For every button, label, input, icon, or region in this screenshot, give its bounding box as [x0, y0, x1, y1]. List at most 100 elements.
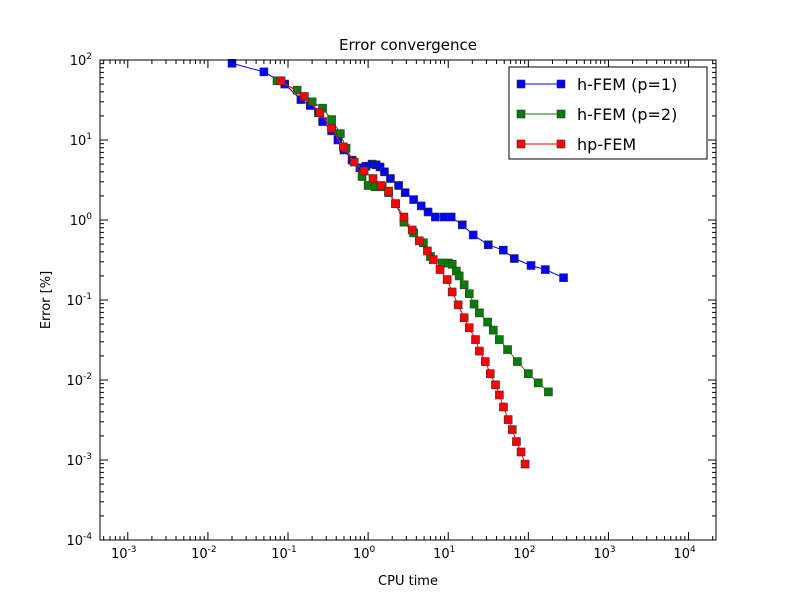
data-point: [458, 220, 467, 230]
data-point: [544, 387, 553, 397]
data-point: [475, 346, 484, 356]
data-point: [453, 300, 463, 310]
series-line: [280, 80, 526, 465]
legend: h-FEM (p=1) h-FEM (p=2) hp-FEM: [508, 66, 708, 160]
data-point: [442, 275, 452, 284]
data-point: [400, 188, 410, 197]
data-point: [516, 447, 526, 457]
data-point: [447, 287, 457, 297]
data-point: [524, 369, 533, 378]
data-point: [423, 207, 433, 217]
data-point: [336, 129, 345, 138]
data-point: [507, 425, 517, 434]
data-point: [459, 313, 469, 323]
x-tick-label: 102: [513, 545, 535, 562]
data-point: [464, 323, 474, 333]
data-point: [227, 58, 237, 68]
data-point: [495, 390, 504, 400]
data-point: [520, 459, 530, 469]
data-point: [414, 236, 424, 246]
y-tick-label: 100: [70, 212, 93, 229]
data-point: [483, 317, 492, 327]
legend-label: h-FEM (p=2): [577, 105, 677, 124]
data-point: [488, 325, 498, 335]
data-point: [399, 212, 409, 222]
legend-marker: [556, 139, 566, 149]
data-point: [485, 369, 495, 378]
data-point: [386, 174, 395, 183]
data-point: [384, 186, 393, 196]
data-point: [469, 299, 479, 309]
data-point: [446, 212, 456, 222]
legend-marker: [516, 109, 526, 119]
data-point: [471, 335, 480, 344]
legend-marker: [516, 79, 526, 89]
data-point: [368, 174, 378, 183]
data-point: [394, 181, 403, 190]
y-tick-label: 10-3: [66, 452, 92, 469]
data-point: [559, 273, 568, 282]
data-point: [435, 265, 445, 274]
legend-label: hp-FEM: [577, 135, 636, 154]
y-tick-label: 101: [70, 132, 92, 149]
data-point: [533, 378, 543, 388]
data-point: [491, 380, 500, 390]
x-tick-label: 100: [353, 545, 376, 562]
data-point: [380, 167, 389, 177]
data-point: [259, 67, 269, 77]
data-point: [475, 308, 484, 318]
data-point: [510, 254, 519, 263]
data-point: [503, 415, 513, 424]
y-tick-label: 10-2: [66, 372, 92, 389]
data-point: [431, 212, 440, 222]
series-2: [276, 76, 530, 469]
data-point: [526, 261, 536, 270]
data-point: [495, 335, 504, 344]
x-tick-label: 10-3: [111, 545, 137, 562]
data-point: [459, 280, 469, 290]
data-point: [499, 402, 508, 412]
data-point: [307, 97, 317, 107]
chart-title: Error convergence: [339, 36, 477, 54]
data-point: [499, 245, 508, 255]
data-point: [468, 230, 478, 240]
data-point: [416, 201, 426, 211]
data-point: [338, 142, 348, 152]
data-point: [513, 357, 522, 366]
data-point: [391, 199, 400, 208]
legend-marker: [556, 109, 566, 119]
data-point: [276, 76, 286, 86]
y-tick-label: 10-1: [66, 292, 92, 309]
y-tick-label: 10-4: [66, 532, 92, 549]
legend-label: h-FEM (p=1): [577, 75, 677, 94]
data-point: [512, 437, 521, 446]
data-point: [454, 271, 464, 281]
data-point: [327, 115, 336, 124]
data-point: [423, 246, 432, 256]
data-point: [483, 240, 493, 250]
data-point: [300, 92, 309, 101]
data-point: [376, 181, 386, 190]
data-point: [480, 357, 490, 366]
data-point: [318, 117, 327, 126]
data-point: [327, 124, 336, 133]
data-point: [375, 162, 385, 172]
y-axis-label: Error [%]: [39, 271, 54, 329]
x-tick-label: 101: [433, 545, 455, 562]
x-tick-label: 103: [593, 545, 615, 562]
x-axis-label: CPU time: [378, 574, 438, 589]
y-tick-label: 102: [70, 52, 92, 69]
data-point: [541, 265, 550, 274]
x-tick-label: 10-2: [191, 545, 217, 562]
data-point: [315, 108, 325, 117]
data-point: [503, 345, 512, 354]
x-tick-label: 104: [673, 545, 696, 562]
legend-marker: [556, 79, 566, 89]
data-point: [407, 225, 417, 235]
data-point: [464, 289, 474, 298]
legend-marker: [516, 139, 526, 149]
plot-frame: [99, 59, 717, 541]
x-tick-label: 10-1: [271, 545, 297, 562]
data-point: [292, 85, 302, 95]
data-point: [359, 166, 369, 176]
